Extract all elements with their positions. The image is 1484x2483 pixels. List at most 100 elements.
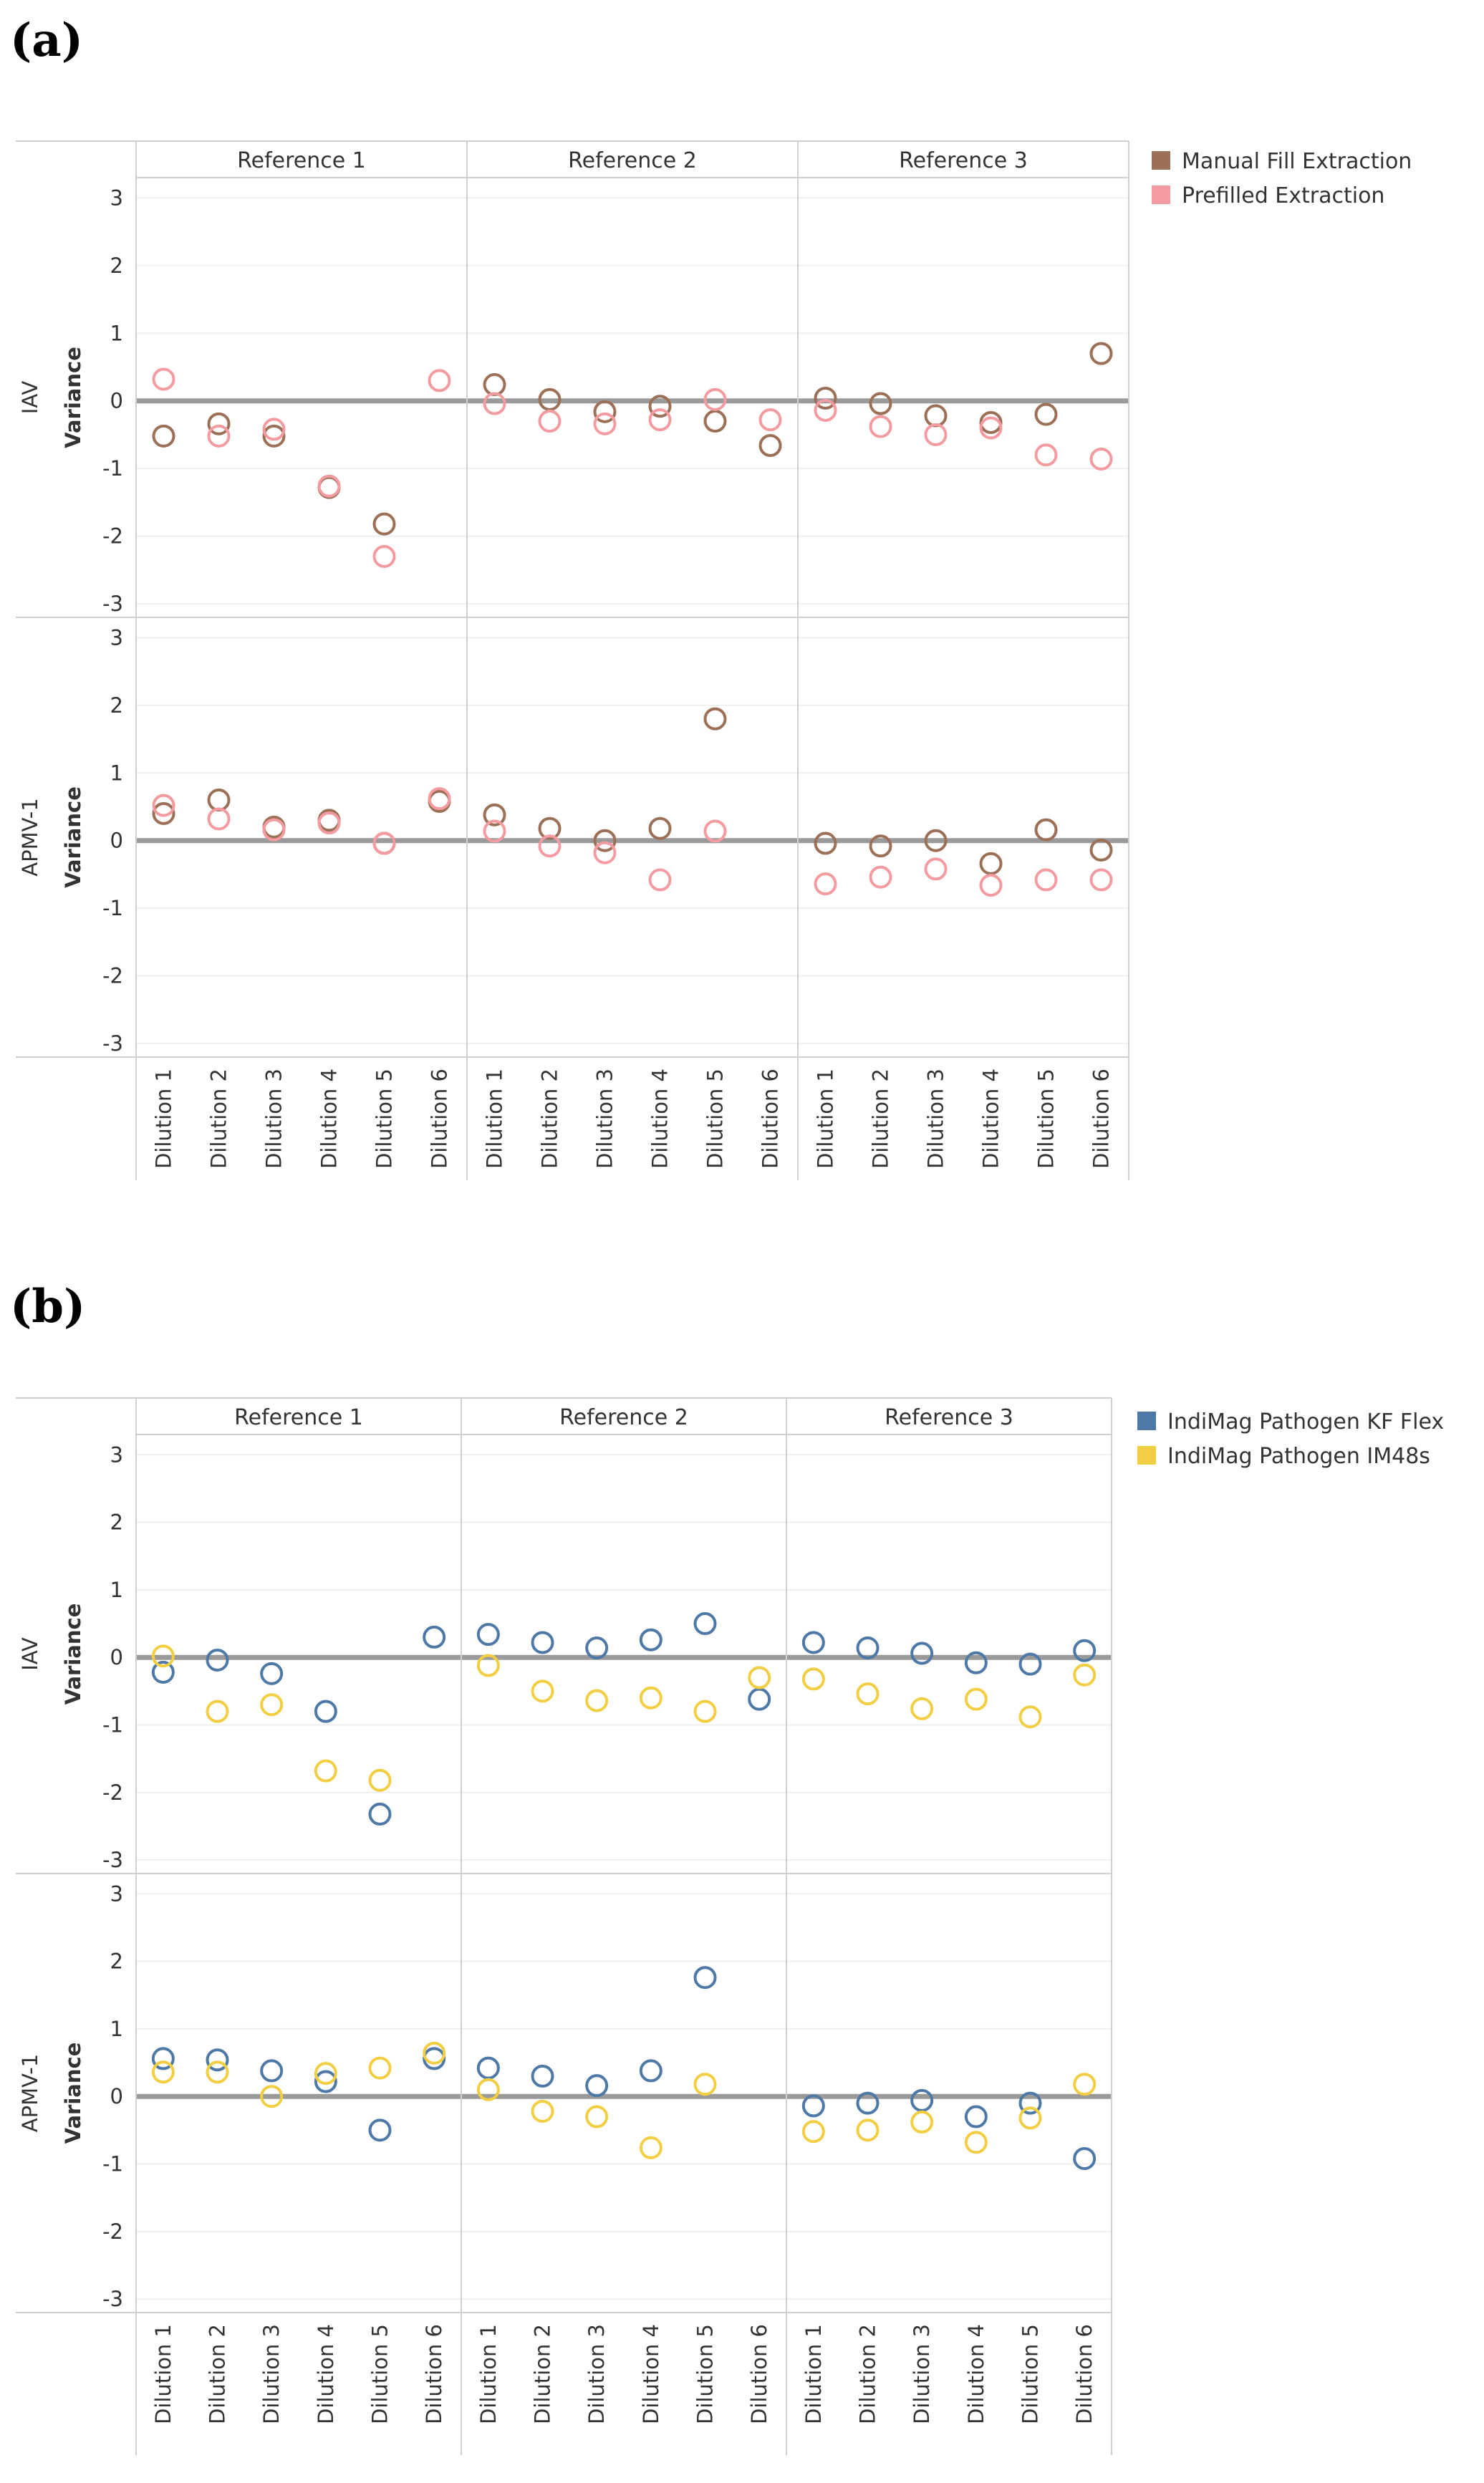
data-point: [476, 2056, 500, 2080]
x-tick-label: Dilution 5: [1018, 2324, 1043, 2424]
data-point: [639, 1686, 662, 1710]
data-point: [207, 424, 231, 448]
data-point: [531, 2099, 554, 2123]
data-point: [814, 398, 837, 422]
data-point: [483, 373, 506, 397]
data-point: [910, 2088, 934, 2112]
y-tick-label: -3: [102, 1848, 123, 1872]
x-tick-label: Dilution 4: [639, 2324, 663, 2424]
data-point: [924, 404, 948, 428]
data-point: [814, 386, 837, 410]
data-point: [317, 474, 341, 498]
y-tick-label: -1: [102, 1713, 123, 1737]
data-point: [152, 424, 175, 448]
data-point: [152, 801, 175, 825]
data-point: [585, 2074, 609, 2098]
row-label-apmv-1: APMV-1: [18, 2054, 42, 2132]
data-point: [314, 2070, 337, 2093]
data-point: [964, 1687, 988, 1711]
y-axis-title: Variance: [61, 786, 85, 888]
legend-swatch: [1137, 1446, 1156, 1465]
data-point: [206, 2048, 229, 2072]
data-point: [1034, 402, 1058, 426]
data-point: [423, 1625, 446, 1649]
data-point: [531, 1631, 554, 1654]
x-tick-label: Dilution 5: [372, 1069, 397, 1169]
y-tick-label: 1: [110, 321, 123, 345]
x-tick-label: Dilution 1: [483, 1069, 507, 1169]
data-point: [593, 400, 617, 423]
y-tick-label: 1: [110, 1578, 123, 1602]
data-point: [801, 1631, 825, 1654]
x-tick-label: Dilution 3: [910, 2324, 934, 2424]
data-point: [262, 424, 286, 448]
data-point: [869, 392, 892, 415]
y-tick-label: 2: [110, 1949, 123, 1974]
y-tick-label: 2: [110, 693, 123, 718]
data-point: [314, 1759, 337, 1783]
column-title: Reference 2: [559, 1405, 688, 1430]
data-point: [262, 418, 286, 441]
data-point: [423, 2041, 446, 2065]
data-point: [748, 1687, 771, 1711]
y-tick-label: 3: [110, 1881, 123, 1906]
data-point: [856, 2118, 880, 2142]
x-tick-label: Dilution 2: [869, 1069, 893, 1169]
data-point: [856, 1636, 880, 1660]
legend-label: IndiMag Pathogen IM48s: [1167, 1444, 1430, 1469]
data-point: [869, 865, 892, 889]
data-point: [538, 410, 562, 433]
data-point: [639, 2059, 662, 2083]
data-point: [152, 367, 175, 391]
data-point: [260, 2085, 284, 2108]
data-point: [703, 387, 727, 411]
data-point: [151, 2047, 175, 2070]
legend-swatch: [1152, 185, 1170, 204]
y-tick-label: -1: [102, 2152, 123, 2176]
panel-label: (a): [10, 14, 83, 67]
y-axis-title: Variance: [61, 1604, 85, 1705]
data-point: [758, 408, 782, 432]
data-point: [585, 1636, 609, 1660]
data-point: [368, 2056, 392, 2080]
chart-panel-a: (a) 3 2 1 0 -1 -2 -3 IAV Variance 3 2 1 0 -1 -2 -3 APMV-1…: [10, 14, 1412, 1180]
data-point: [428, 787, 451, 811]
y-tick-label: 1: [110, 2017, 123, 2041]
x-tick-label: Dilution 2: [538, 1069, 562, 1169]
data-point: [648, 395, 672, 418]
data-point: [593, 841, 617, 864]
legend-swatch: [1137, 1412, 1156, 1430]
data-point: [1034, 818, 1058, 842]
data-point: [260, 1662, 284, 1685]
x-tick-label: Dilution 6: [758, 1069, 783, 1169]
data-point: [924, 423, 948, 446]
x-tick-label: Dilution 3: [259, 2324, 284, 2424]
data-point: [206, 1648, 229, 1672]
data-point: [585, 2105, 609, 2128]
y-tick-label: 0: [110, 1645, 123, 1669]
column-title: Reference 3: [885, 1405, 1013, 1430]
data-point: [372, 512, 396, 536]
y-tick-label: -3: [102, 2287, 123, 2311]
data-point: [693, 2073, 717, 2096]
data-point: [964, 2105, 988, 2128]
x-tick-label: Dilution 4: [964, 2324, 988, 2424]
data-point: [585, 1689, 609, 1712]
data-point: [814, 831, 837, 855]
data-point: [639, 1628, 662, 1652]
data-point: [593, 412, 617, 435]
data-point: [483, 392, 506, 415]
data-point: [368, 1768, 392, 1792]
data-point: [207, 789, 231, 812]
data-point: [1073, 2146, 1097, 2170]
y-tick-label: 1: [110, 761, 123, 785]
x-tick-label: Dilution 5: [368, 2324, 392, 2424]
x-tick-label: Dilution 2: [207, 1069, 231, 1169]
data-point: [814, 872, 837, 896]
chart-panel-b: (b) 3 2 1 0 -1 -2 -3 IAV Variance 3 2 1 0 -1 -2 -3 APMV-1…: [10, 1280, 1444, 2455]
x-tick-label: Dilution 4: [317, 1069, 342, 1169]
y-tick-label: -2: [102, 1780, 123, 1805]
data-point: [151, 1644, 175, 1668]
column-title: Reference 3: [899, 148, 1028, 173]
